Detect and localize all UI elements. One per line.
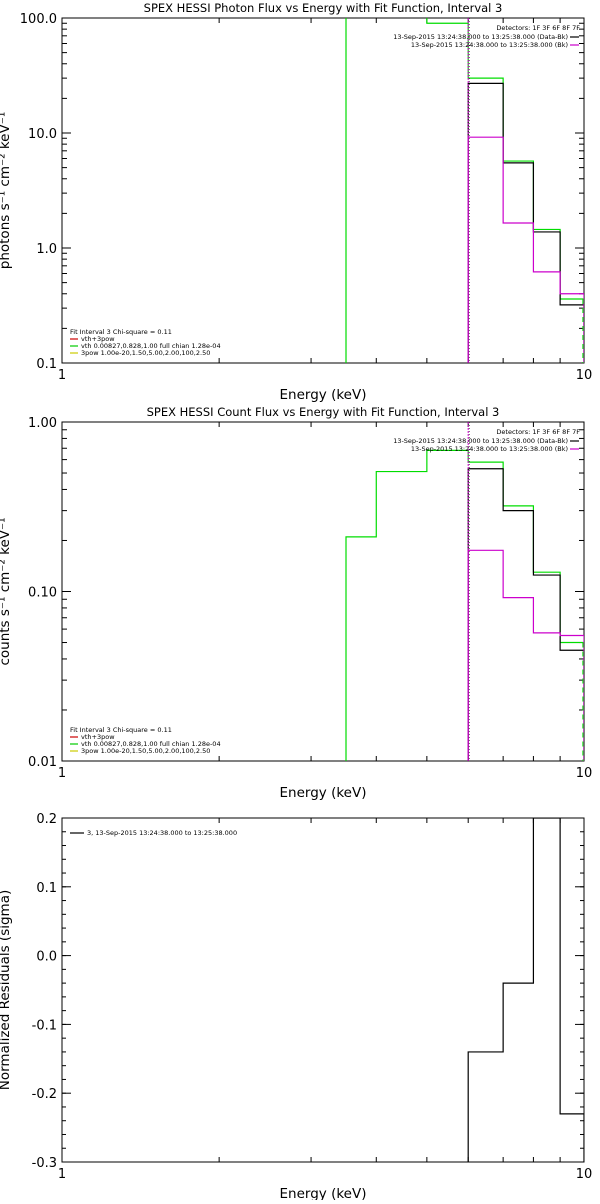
y-axis-label: counts s⁻¹ cm⁻² keV⁻¹ [0,517,13,665]
y-tick-label: 1.00 [28,416,57,431]
legend-entry-text: 3, 13-Sep-2015 13:24:38.000 to 13:25:38.… [87,829,237,837]
x-tick-label: 1 [58,1167,66,1182]
legend-entry-text: 13-Sep-2015 13:24:38.000 to 13:25:38.000… [393,33,568,41]
fit-legend-header: Fit Interval 3 Chi-square = 0.11 [70,328,172,336]
data-series-group [467,818,584,1162]
chart-panel-1: SPEX HESSI Photon Flux vs Energy with Fi… [0,1,593,403]
y-tick-label: -0.2 [32,1087,57,1102]
series-line-2 [467,82,584,363]
detector-legend-header: Detectors: 1F 3F 6F 8F 7F [496,24,580,32]
y-tick-label: 10.0 [28,127,57,142]
series-line-1 [467,818,584,1162]
y-tick-label: -0.1 [32,1018,57,1033]
x-axis-label: Energy (keV) [280,387,367,403]
y-tick-label: 1.0 [36,242,57,257]
x-tick-label: 1 [58,766,66,781]
fit-legend-entry: vth 0.00827,0.828,1.00 full chian 1.28e-… [81,740,221,748]
y-tick-label: 0.10 [28,586,57,601]
y-axis-label: photons s⁻¹ cm⁻² keV⁻¹ [0,112,13,270]
legend-entry-text: 13-Sep-2015 13:24:38.000 to 13:25:38.000… [393,437,568,445]
series-line-1 [345,449,584,761]
y-tick-label: 0.1 [36,881,57,896]
y-tick-label: 0.01 [28,755,57,770]
chart-panel-3: 1 10 -0.3 -0.2 -0.1 0.0 0.1 0.2 Energy (keV) Norm… [0,812,593,1202]
y-tick-label: 0.1 [36,357,57,372]
x-tick-label: 10 [576,1167,593,1182]
series-line-3 [467,136,584,363]
legend-entry-text: 13-Sep-2015 13:24:38.000 to 13:25:38.000… [411,445,568,453]
legend-entry-text: 13-Sep-2015 13:24:38.000 to 13:25:38.000… [411,41,568,49]
chart-title: SPEX HESSI Photon Flux vs Energy with Fi… [144,1,503,15]
detector-legend-header: Detectors: 1F 3F 6F 8F 7F [496,428,580,436]
x-axis-label: Energy (keV) [280,785,367,801]
y-tick-label: 0.2 [36,812,57,827]
series-line-2 [467,468,584,761]
axis-frame [61,17,585,364]
fit-legend-entry: 3pow 1.00e-20,1.50,5.00,2.00,100,2.50 [81,349,210,357]
fit-legend-entry: vth+3pow [81,335,115,343]
fit-legend-entry: vth 0.00827,0.828,1.00 full chian 1.28e-… [81,342,221,350]
y-tick-label: 100.0 [20,12,57,27]
data-series-group [345,449,584,761]
y-tick-label: -0.3 [32,1156,57,1171]
chart-panel-2: SPEX HESSI Count Flux vs Energy with Fit… [0,405,592,801]
axis-frame [61,817,585,1163]
axis-frame [61,421,585,762]
x-tick-label: 10 [576,766,593,781]
x-axis-label: Energy (keV) [280,1186,367,1200]
fit-legend-header: Fit Interval 3 Chi-square = 0.11 [70,726,172,734]
data-series-group [345,18,584,363]
y-axis-label: Normalized Residuals (sigma) [0,890,13,1091]
chart-title: SPEX HESSI Count Flux vs Energy with Fit… [147,405,500,419]
y-tick-label: 0.0 [36,950,57,965]
x-tick-label: 1 [58,368,66,383]
series-line-1 [345,18,584,363]
x-tick-label: 10 [576,368,593,383]
fit-legend-entry: vth+3pow [81,733,115,741]
fit-legend-entry: 3pow 1.00e-20,1.50,5.00,2.00,100,2.50 [81,747,210,755]
series-line-3 [467,549,584,761]
